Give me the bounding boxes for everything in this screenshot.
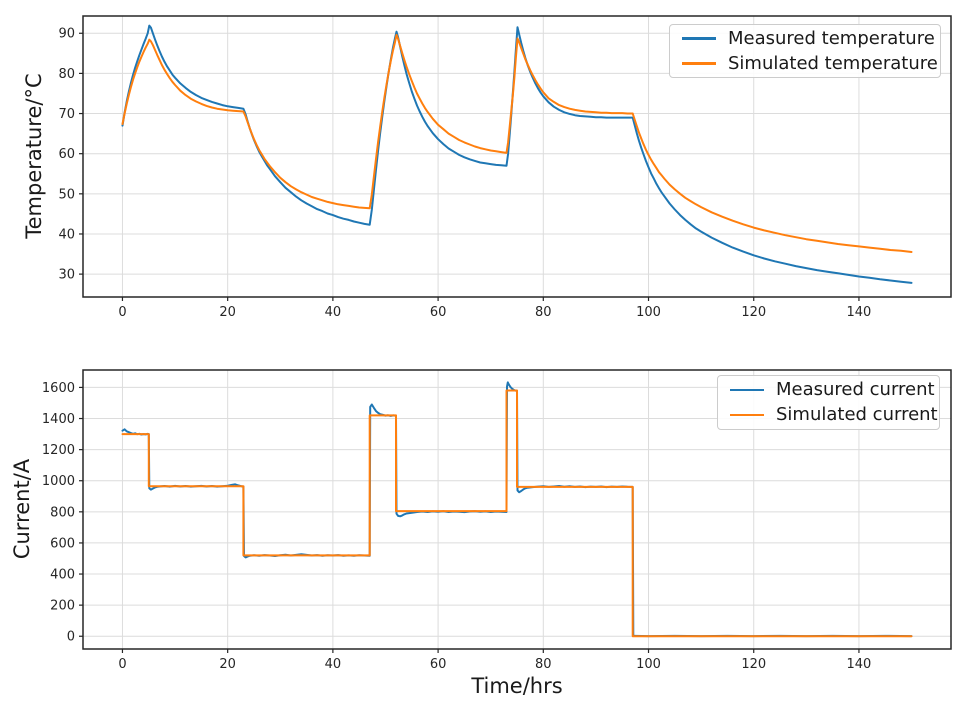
- series-group-1: [121, 381, 913, 638]
- simulated-current-line: [121, 389, 913, 638]
- x-tick-label: 140: [847, 305, 872, 320]
- y-tick-label: 50: [58, 187, 75, 202]
- legend-item-measured-temperature: Measured temperature: [682, 28, 935, 49]
- y-tick-label: 60: [58, 147, 75, 162]
- measured-current-line-swatch: [730, 388, 764, 392]
- axes-spines: [82, 15, 952, 298]
- x-tick-label: 0: [118, 657, 126, 672]
- x-tick-label: 60: [430, 305, 447, 320]
- axes-spines: [82, 369, 952, 650]
- x-tick-label: 40: [325, 305, 342, 320]
- x-tick-label: 80: [535, 657, 552, 672]
- y-tick-label: 70: [58, 107, 75, 122]
- legend-label-simulated-current: Simulated current: [776, 404, 938, 425]
- tick-labels-0: 0 20 40 60 80 100 120 140 30 40 50 60 70 80 90: [58, 27, 871, 320]
- measured-temperature-line: [121, 24, 913, 284]
- ticks-1: [79, 386, 860, 653]
- measured-temperature-line-swatch: [682, 37, 716, 40]
- x-tick-label: 140: [847, 657, 872, 672]
- x-tick-label: 80: [535, 305, 552, 320]
- x-tick-label: 120: [741, 657, 766, 672]
- x-tick-label: 20: [219, 305, 236, 320]
- series-group-0: [121, 24, 913, 284]
- x-tick-label: 100: [636, 305, 661, 320]
- temperature-legend: Measured temperature Simulated temperatu…: [669, 24, 941, 78]
- y-tick-label: 30: [58, 268, 75, 283]
- temperature-axis-label: Temperature/°C: [22, 73, 46, 239]
- y-tick-label: 40: [58, 227, 75, 242]
- x-tick-label: 40: [325, 657, 342, 672]
- y-tick-label: 800: [50, 505, 75, 520]
- tick-labels-1: 0 20 40 60 80 100 120 1400200400600800100012001…: [42, 381, 871, 672]
- legend-item-measured-current: Measured current: [730, 380, 935, 400]
- legend-label-simulated-temperature: Simulated temperature: [728, 52, 938, 74]
- x-tick-label: 0: [118, 305, 126, 320]
- x-tick-label: 60: [430, 657, 447, 672]
- subplot-1: 0 20 40 60 80 100 120 1400200400600800100012001…: [42, 369, 952, 672]
- y-tick-label: 90: [58, 27, 75, 42]
- legend-item-simulated-temperature: Simulated temperature: [682, 53, 938, 74]
- y-tick-label: 400: [50, 567, 75, 582]
- y-tick-label: 80: [58, 67, 75, 82]
- current-axis-label: Current/A: [10, 458, 34, 560]
- y-tick-label: 1000: [42, 474, 75, 489]
- y-tick-label: 200: [50, 599, 75, 614]
- legend-label-measured-temperature: Measured temperature: [728, 27, 935, 49]
- legend-label-measured-current: Measured current: [776, 379, 935, 401]
- x-tick-label: 120: [741, 305, 766, 320]
- y-tick-label: 600: [50, 536, 75, 551]
- simulated-temperature-line-swatch: [682, 62, 716, 65]
- x-tick-label: 100: [636, 657, 661, 672]
- simulated-temperature-line: [121, 33, 913, 253]
- current-legend: Measured current Simulated current: [717, 375, 940, 430]
- y-tick-label: 0: [67, 630, 75, 645]
- time-axis-label: Time/hrs: [471, 674, 563, 698]
- x-tick-label: 20: [219, 657, 236, 672]
- y-tick-label: 1400: [42, 412, 75, 427]
- simulated-current-line-swatch: [730, 413, 764, 417]
- ticks-0: [79, 32, 860, 301]
- legend-item-simulated-current: Simulated current: [730, 405, 938, 425]
- y-tick-label: 1600: [42, 381, 75, 396]
- y-tick-label: 1200: [42, 443, 75, 458]
